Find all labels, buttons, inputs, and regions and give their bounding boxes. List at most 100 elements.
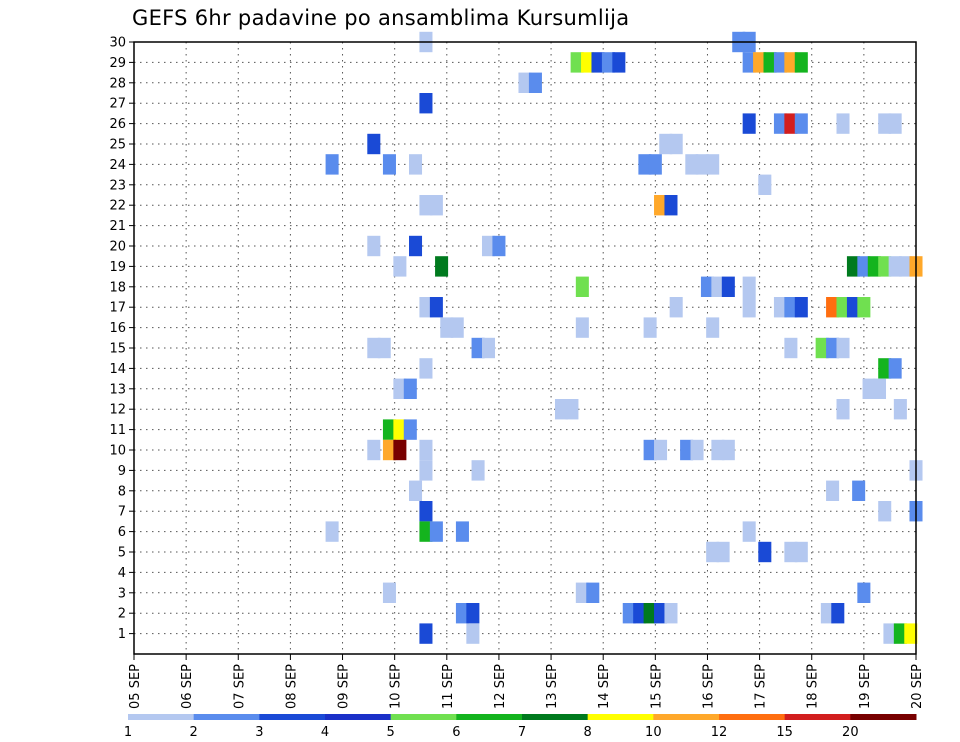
- data-cell: [429, 521, 443, 542]
- data-cell: [419, 358, 433, 379]
- data-cell: [393, 419, 407, 440]
- data-cell: [685, 154, 699, 175]
- data-cell: [377, 337, 391, 359]
- data-cell: [753, 52, 767, 73]
- data-cell: [429, 195, 443, 216]
- y-tick-label: 25: [109, 138, 126, 153]
- data-cell: [450, 317, 464, 338]
- y-tick-label: 26: [109, 117, 126, 132]
- data-cell: [893, 623, 907, 644]
- data-cell: [393, 256, 407, 277]
- colorbar-segment: [653, 714, 720, 720]
- data-cell: [706, 541, 720, 563]
- data-cell: [711, 276, 725, 297]
- data-cell: [888, 256, 902, 277]
- data-cell: [325, 154, 339, 175]
- data-cell: [690, 439, 704, 461]
- grid-lines: [134, 42, 916, 654]
- colorbar-label: 3: [255, 725, 263, 740]
- y-tick-label: 1: [118, 627, 126, 642]
- x-tick-label: 07 SEP: [232, 664, 247, 709]
- data-cell: [440, 317, 454, 338]
- y-tick-label: 28: [109, 76, 126, 91]
- chart-title: GEFS 6hr padavine po ansamblima Kursumli…: [132, 6, 630, 30]
- data-cell: [419, 297, 433, 318]
- data-cell: [367, 439, 381, 461]
- data-cell: [888, 358, 902, 379]
- x-tick-label: 06 SEP: [180, 664, 195, 709]
- data-cell: [622, 603, 636, 624]
- colorbar-label: 1: [124, 725, 132, 740]
- x-tick-label: 16 SEP: [701, 664, 716, 709]
- data-cell: [403, 378, 417, 399]
- data-cell: [700, 276, 714, 297]
- data-cell: [742, 521, 756, 542]
- data-cell: [815, 337, 829, 359]
- data-cell: [763, 52, 777, 73]
- y-tick-label: 18: [109, 280, 126, 295]
- data-cell: [695, 154, 709, 175]
- data-cell: [836, 337, 850, 359]
- data-cell: [669, 297, 683, 318]
- x-tick-label: 10 SEP: [389, 664, 404, 709]
- data-cell: [878, 256, 892, 277]
- y-tick-label: 22: [109, 199, 126, 214]
- data-cell: [429, 297, 443, 318]
- colorbar-segment: [522, 714, 589, 720]
- data-cell: [742, 276, 756, 297]
- x-tick-label: 05 SEP: [128, 664, 143, 709]
- colorbar-segment: [390, 714, 457, 720]
- data-cell: [784, 113, 798, 134]
- y-tick-label: 19: [109, 260, 126, 275]
- data-cell: [419, 521, 433, 542]
- data-cell: [419, 623, 433, 644]
- data-cell: [706, 317, 720, 338]
- data-cell: [664, 603, 678, 624]
- x-tick-label: 13 SEP: [545, 664, 560, 709]
- data-cell: [435, 256, 449, 277]
- x-tick-label: 18 SEP: [806, 664, 821, 709]
- data-cell: [826, 337, 840, 359]
- data-cell: [654, 439, 668, 461]
- data-cell: [367, 235, 381, 257]
- x-tick-label: 09 SEP: [337, 664, 352, 709]
- data-cell: [878, 501, 892, 522]
- colorbar-segment: [850, 714, 917, 720]
- data-cell: [784, 52, 798, 73]
- data-cell: [409, 154, 423, 175]
- colorbar-segment: [719, 714, 786, 720]
- data-cell: [518, 72, 532, 93]
- data-cells: [325, 31, 923, 644]
- data-cell: [773, 113, 787, 134]
- data-cell: [659, 133, 673, 155]
- data-cell: [419, 460, 433, 481]
- x-tick-label: 08 SEP: [284, 664, 299, 709]
- data-cell: [643, 439, 657, 461]
- x-tick-label: 11 SEP: [441, 664, 456, 709]
- colorbar-segment: [325, 714, 392, 720]
- colorbar-label: 15: [776, 725, 793, 740]
- y-tick-label: 20: [109, 240, 126, 255]
- data-cell: [382, 582, 396, 603]
- data-cell: [325, 521, 339, 542]
- data-cell: [831, 603, 845, 624]
- data-cell: [857, 297, 871, 318]
- data-cell: [794, 113, 808, 134]
- data-cell: [794, 541, 808, 563]
- data-cell: [466, 603, 480, 624]
- data-cell: [654, 603, 668, 624]
- y-axis: 1234567891011121314151617181920212223242…: [109, 36, 134, 642]
- colorbar-label: 12: [711, 725, 728, 740]
- colorbar-segment: [193, 714, 260, 720]
- colorbar-label: 5: [387, 725, 395, 740]
- data-cell: [455, 603, 469, 624]
- data-cell: [367, 133, 381, 155]
- data-cell: [393, 378, 407, 399]
- data-cell: [846, 256, 860, 277]
- colorbar-segment: [456, 714, 523, 720]
- data-cell: [409, 480, 423, 501]
- data-cell: [481, 235, 496, 257]
- data-cell: [706, 154, 720, 175]
- data-cell: [471, 337, 485, 359]
- data-cell: [893, 399, 907, 420]
